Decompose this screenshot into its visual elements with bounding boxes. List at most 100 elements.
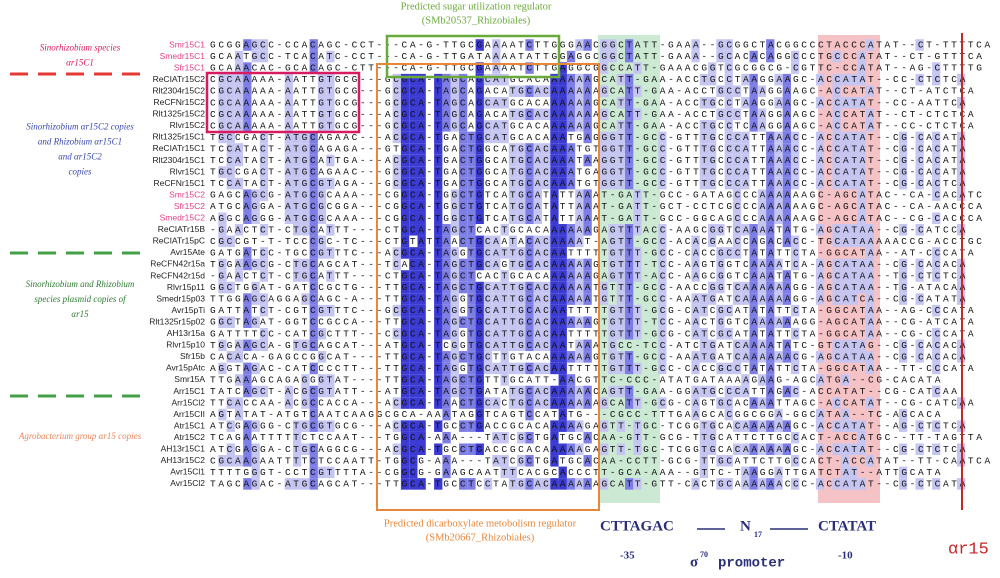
conservation-cell <box>550 258 559 271</box>
conservation-cell <box>400 143 410 155</box>
conservation-cell <box>575 270 584 282</box>
conservation-cell <box>716 258 725 271</box>
conservation-cell <box>616 281 625 294</box>
conservation-cell <box>508 478 518 490</box>
conservation-cell <box>691 258 700 271</box>
conservation-cell <box>724 397 733 409</box>
conservation-cell <box>409 316 418 328</box>
conservation-cell <box>766 420 775 432</box>
conservation-cell <box>898 339 908 352</box>
conservation-cell <box>616 143 625 155</box>
conservation-cell <box>450 351 459 363</box>
conservation-cell <box>566 85 576 97</box>
conservation-cell <box>317 212 327 225</box>
conservation-cell <box>467 131 476 144</box>
conservation-cell <box>625 478 634 490</box>
conservation-cell <box>724 85 733 97</box>
conservation-cell <box>259 143 269 155</box>
conservation-cell <box>932 143 941 155</box>
conservation-cell <box>442 374 451 386</box>
conservation-cell <box>434 96 443 109</box>
conservation-cell <box>284 108 293 121</box>
conservation-cell <box>226 443 235 456</box>
conservation-cell <box>857 443 866 456</box>
conservation-cell <box>259 293 269 305</box>
conservation-cell <box>434 200 443 213</box>
conservation-cell <box>691 293 700 305</box>
conservation-cell <box>633 316 642 328</box>
conservation-cell <box>898 224 908 236</box>
conservation-cell <box>309 39 318 51</box>
sequence-name: Sfr15C1 <box>174 62 205 72</box>
conservation-cell <box>442 304 451 317</box>
conservation-cell <box>400 455 410 467</box>
conservation-cell <box>459 443 468 456</box>
conservation-cell <box>317 85 327 97</box>
conservation-cell <box>434 443 443 456</box>
conservation-cell <box>699 177 708 190</box>
conservation-cell <box>575 397 584 409</box>
conservation-cell <box>583 96 592 109</box>
conservation-cell <box>417 385 426 398</box>
conservation-cell <box>259 166 269 178</box>
conservation-cell <box>749 362 758 375</box>
conservation-cell <box>309 408 318 421</box>
conservation-cell <box>583 455 592 467</box>
conservation-cell <box>757 374 767 386</box>
conservation-cell <box>832 73 841 86</box>
conservation-cell <box>417 443 426 456</box>
conservation-cell <box>849 224 858 236</box>
conservation-cell <box>857 177 866 190</box>
conservation-cell <box>915 351 924 363</box>
conservation-cell <box>749 316 758 328</box>
conservation-cell <box>566 73 576 86</box>
conservation-cell <box>575 258 584 271</box>
conservation-cell <box>757 443 767 456</box>
conservation-cell <box>832 166 841 178</box>
conservation-cell <box>741 339 750 352</box>
conservation-cell <box>865 85 874 97</box>
conservation-cell <box>915 293 924 305</box>
conservation-cell <box>616 73 625 86</box>
conservation-cell <box>915 131 924 144</box>
conservation-cell <box>658 270 667 282</box>
conservation-cell <box>234 270 244 282</box>
conservation-cell <box>550 235 559 248</box>
conservation-cell <box>658 177 667 190</box>
conservation-cell <box>517 108 526 121</box>
conservation-cell <box>633 62 642 74</box>
conservation-cell <box>450 212 459 225</box>
top-annotation: Predicted sugar utilization regulator <box>401 1 552 12</box>
conservation-cell <box>724 96 733 109</box>
conservation-cell <box>434 131 443 144</box>
conservation-cell <box>533 200 542 213</box>
conservation-cell <box>724 50 733 63</box>
minus10-sequence: CTATAT <box>818 518 876 534</box>
conservation-cell <box>616 224 625 236</box>
conservation-cell <box>766 270 775 282</box>
sequence: TTTTGGGT-CCTCGTTTTA--CGGCG-GAAGCAATTTCAC… <box>210 467 941 478</box>
conservation-cell <box>625 304 634 317</box>
conservation-cell <box>766 200 775 213</box>
conservation-cell <box>575 85 584 97</box>
conservation-cell <box>658 166 667 178</box>
conservation-cell <box>459 420 468 432</box>
conservation-cell <box>558 293 567 305</box>
conservation-cell <box>550 73 559 86</box>
conservation-cell <box>566 120 576 132</box>
conservation-cell <box>815 293 825 305</box>
conservation-cell <box>500 131 509 144</box>
conservation-cell <box>575 200 584 213</box>
conservation-cell <box>716 224 725 236</box>
conservation-cell <box>749 270 758 282</box>
conservation-cell <box>525 293 534 305</box>
conservation-cell <box>625 224 634 236</box>
conservation-cell <box>226 131 235 144</box>
conservation-cell <box>293 154 302 167</box>
conservation-cell <box>782 212 791 225</box>
conservation-cell <box>840 177 850 190</box>
conservation-cell <box>774 351 783 363</box>
conservation-cell <box>566 420 576 432</box>
conservation-cell <box>400 212 410 225</box>
conservation-cell <box>533 327 542 340</box>
